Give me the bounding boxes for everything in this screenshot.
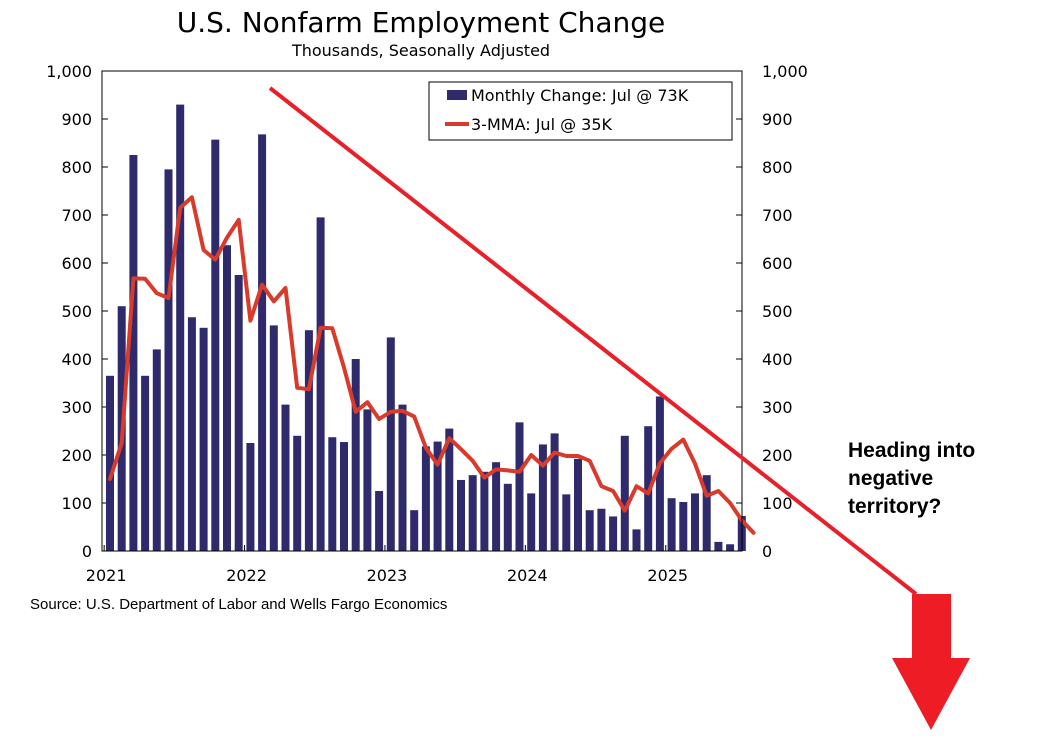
bar — [655, 396, 664, 551]
right-y-tick-label: 900 — [762, 110, 793, 129]
bar — [691, 493, 699, 551]
bar — [223, 245, 231, 552]
bar — [538, 444, 547, 551]
bar — [702, 475, 711, 551]
bar — [515, 422, 524, 551]
right-y-tick-label: 600 — [762, 254, 793, 273]
left-y-tick-label: 600 — [61, 254, 92, 273]
down-arrow-icon — [892, 594, 970, 730]
bar — [433, 441, 442, 551]
legend-bar-label: Monthly Change: Jul @ 73K — [471, 86, 689, 105]
bar — [597, 508, 606, 551]
bar — [246, 443, 255, 551]
left-y-tick-label: 300 — [61, 398, 92, 417]
bar — [503, 483, 512, 551]
left-y-tick-label: 700 — [61, 206, 92, 225]
x-tick-label: 2021 — [86, 566, 127, 585]
left-y-tick-label: 0 — [82, 542, 92, 561]
right-y-tick-label: 0 — [762, 542, 772, 561]
bar — [164, 169, 173, 551]
chart-title: U.S. Nonfarm Employment Change — [177, 6, 666, 39]
left-y-axis: 0 100 200 300 400 500 600 700 800 900 1,000 — [46, 62, 108, 561]
chart-subtitle: Thousands, Seasonally Adjusted — [291, 41, 550, 60]
bar — [609, 516, 618, 551]
bar — [410, 510, 419, 551]
right-y-tick-label: 500 — [762, 302, 793, 321]
annotation-line-3: territory? — [848, 495, 941, 518]
left-y-tick-label: 100 — [61, 494, 92, 513]
bar — [492, 462, 501, 551]
bar — [726, 544, 735, 551]
right-y-tick-label: 1,000 — [762, 62, 808, 81]
bar — [304, 330, 313, 551]
source-note: Source: U.S. Department of Labor and Wel… — [30, 596, 447, 613]
bar — [667, 498, 676, 551]
bar — [328, 437, 337, 551]
annotation-line-2: negative — [848, 467, 933, 490]
bar-series — [106, 104, 746, 552]
bar — [574, 458, 582, 551]
bar — [281, 404, 290, 551]
right-y-tick-label: 400 — [762, 350, 793, 369]
bar — [106, 375, 114, 551]
legend-box — [428, 81, 733, 141]
bar — [457, 479, 465, 551]
left-y-tick-label: 500 — [61, 302, 92, 321]
x-tick-label: 2022 — [226, 566, 267, 585]
bar — [386, 337, 395, 551]
bar — [316, 217, 325, 551]
bar — [152, 349, 161, 551]
annotation-line-1: Heading into — [848, 439, 975, 462]
left-y-tick-label: 1,000 — [46, 62, 92, 81]
bar — [269, 325, 278, 551]
left-y-tick-label: 400 — [61, 350, 92, 369]
bar — [620, 435, 629, 551]
bar — [234, 275, 243, 551]
left-y-tick-label: 900 — [61, 110, 92, 129]
right-y-tick-label: 800 — [762, 158, 793, 177]
right-y-axis: 0 100 200 300 400 500 600 700 800 900 1,000 — [736, 62, 808, 561]
bar — [421, 446, 430, 551]
bar — [398, 404, 407, 551]
x-tick-label: 2023 — [367, 566, 408, 585]
left-y-tick-label: 800 — [61, 158, 92, 177]
mma-line — [108, 195, 756, 535]
bar — [585, 510, 594, 551]
right-y-tick-label: 200 — [762, 446, 793, 465]
bar — [129, 155, 138, 551]
bar — [211, 139, 220, 551]
right-y-tick-label: 300 — [762, 398, 793, 417]
x-tick-label: 2025 — [647, 566, 688, 585]
bar — [375, 491, 384, 551]
bar — [679, 502, 688, 551]
right-y-tick-label: 700 — [762, 206, 793, 225]
bar — [258, 134, 267, 552]
bar — [363, 409, 372, 551]
legend-line-label: 3-MMA: Jul @ 35K — [471, 115, 613, 134]
bar — [562, 494, 571, 551]
left-y-tick-label: 200 — [61, 446, 92, 465]
bar — [199, 327, 208, 551]
x-axis: 2021 2022 2023 2024 2025 — [86, 545, 688, 585]
bar — [176, 104, 185, 551]
plot-frame — [101, 70, 743, 552]
x-tick-label: 2024 — [507, 566, 548, 585]
legend: Monthly Change: Jul @ 73K 3-MMA: Jul @ 3… — [428, 81, 733, 141]
bar — [351, 359, 360, 551]
right-y-tick-label: 100 — [762, 494, 793, 513]
bar — [445, 428, 454, 551]
bar — [141, 375, 150, 551]
bar — [714, 541, 723, 551]
bar — [468, 475, 477, 551]
legend-bar-swatch — [447, 90, 467, 100]
bar — [632, 529, 641, 551]
bar — [527, 493, 536, 551]
downward-trend-line — [268, 86, 918, 596]
bar — [340, 442, 348, 551]
bar — [480, 471, 489, 551]
bar — [293, 435, 302, 551]
bar — [550, 433, 559, 551]
bar — [187, 317, 196, 551]
